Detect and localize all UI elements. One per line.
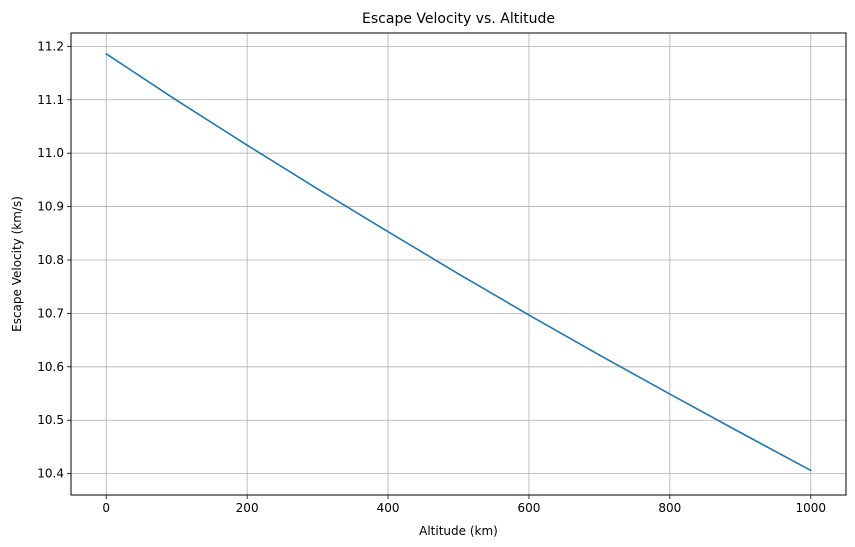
x-axis: 0 200 400 600 800 1000 — [102, 495, 826, 515]
chart-title: Escape Velocity vs. Altitude — [362, 11, 555, 27]
y-tick-label: 11.2 — [37, 39, 64, 53]
y-tick-label: 10.4 — [37, 467, 64, 481]
data-point — [457, 273, 460, 275]
data-point — [175, 99, 178, 102]
y-tick-label: 10.7 — [37, 306, 64, 320]
data-point — [669, 393, 671, 395]
x-tick-label: 600 — [518, 501, 541, 515]
y-tick-label: 11.0 — [37, 146, 64, 160]
y-axis-label: Escape Velocity (km/s) — [10, 196, 24, 332]
x-tick-label: 200 — [236, 501, 259, 515]
grid — [71, 33, 846, 495]
y-tick-label: 11.1 — [37, 93, 64, 107]
y-tick-label: 10.5 — [37, 413, 64, 427]
data-point — [316, 188, 319, 190]
x-tick-label: 400 — [377, 501, 400, 515]
y-axis: 10.4 10.5 10.6 10.7 10.8 10.9 11.0 11.1 11.2 — [37, 39, 71, 481]
x-tick-label: 0 — [102, 501, 110, 515]
data-point — [598, 354, 601, 356]
series-layer — [105, 53, 812, 472]
data-point — [739, 431, 742, 434]
data-point — [246, 144, 248, 146]
x-axis-label: Altitude (km) — [419, 524, 498, 538]
y-tick-label: 10.9 — [37, 200, 64, 214]
y-tick-label: 10.6 — [37, 360, 64, 374]
x-tick-label: 800 — [658, 501, 681, 515]
data-point — [387, 230, 389, 233]
data-point — [528, 314, 530, 316]
x-tick-label: 1000 — [795, 501, 826, 515]
data-point — [105, 53, 108, 55]
data-point — [809, 469, 812, 472]
y-tick-label: 10.8 — [37, 253, 64, 267]
plot-frame — [70, 32, 847, 496]
